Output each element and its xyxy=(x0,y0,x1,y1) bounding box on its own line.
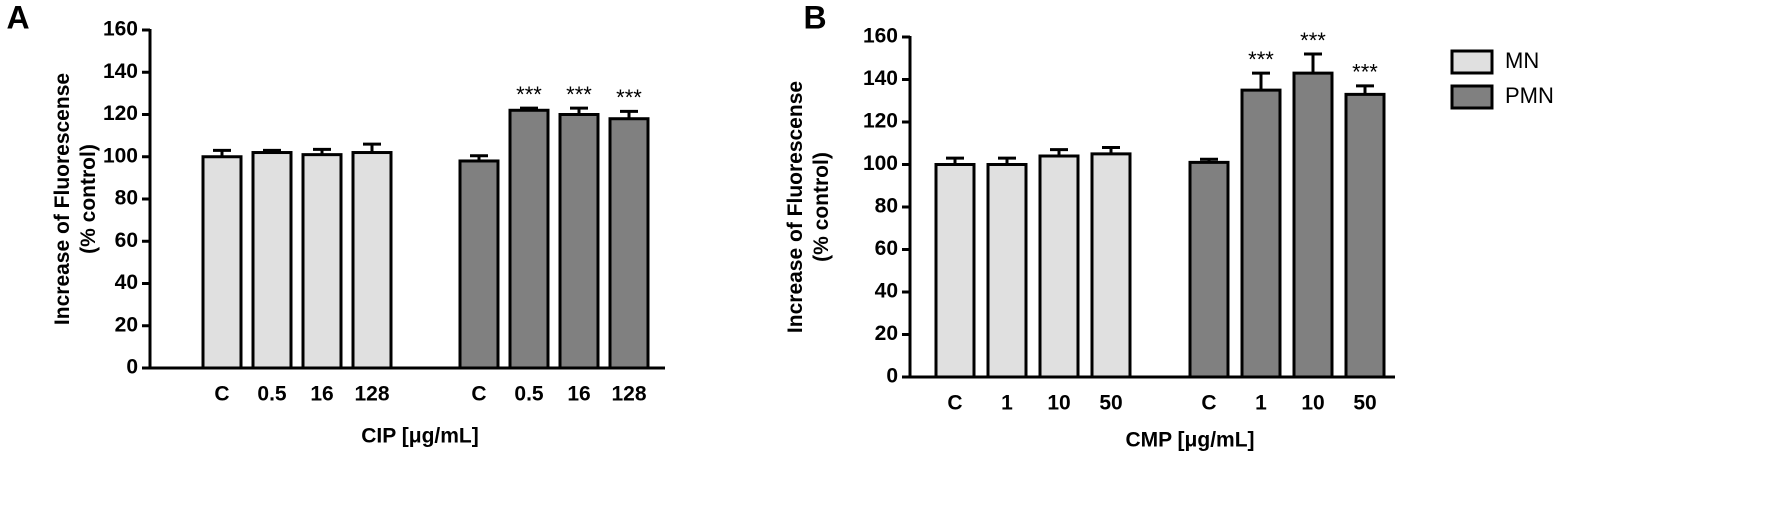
y-axis-label-line: Increase of Fluorescense xyxy=(784,81,807,333)
bar xyxy=(1292,71,1334,379)
y-tick-label: 100 xyxy=(863,152,898,175)
bar xyxy=(558,113,600,370)
bar xyxy=(1090,152,1132,379)
y-tick-label: 0 xyxy=(126,356,138,379)
bar xyxy=(458,159,500,370)
x-tick-label: 50 xyxy=(1099,392,1122,415)
bar xyxy=(1240,88,1282,379)
y-tick-label: 0 xyxy=(886,365,898,388)
bar xyxy=(1038,154,1080,379)
y-tick-label: 140 xyxy=(863,67,898,90)
y-axis-label: Increase of Fluorescense (% control) xyxy=(784,81,833,333)
bar xyxy=(351,151,393,370)
x-tick-label: 1 xyxy=(1001,392,1013,415)
y-tick-label: 140 xyxy=(103,60,138,83)
x-axis-label: CIP [μg/mL] xyxy=(361,425,478,448)
legend-swatch xyxy=(1450,49,1494,75)
significance-label: *** xyxy=(566,82,592,107)
bar xyxy=(251,151,293,370)
bar xyxy=(508,108,550,370)
x-tick-label: C xyxy=(214,383,229,406)
y-axis-label-line: Increase of Fluorescense xyxy=(51,73,74,325)
significance-label: *** xyxy=(1352,60,1378,85)
x-axis-label: CMP [μg/mL] xyxy=(1125,429,1254,452)
x-tick-label: 10 xyxy=(1301,392,1324,415)
y-tick-label: 40 xyxy=(115,271,138,294)
significance-label: *** xyxy=(1300,28,1326,53)
x-tick-label: C xyxy=(471,383,486,406)
y-tick-label: 80 xyxy=(115,187,138,210)
x-tick-label: 128 xyxy=(611,383,646,406)
x-tick-label: 16 xyxy=(567,383,590,406)
bar xyxy=(1344,92,1386,379)
bar xyxy=(608,117,650,370)
y-tick-label: 160 xyxy=(863,25,898,48)
y-tick-label: 40 xyxy=(875,280,898,303)
legend-swatch xyxy=(1450,84,1494,110)
panel-label: B xyxy=(803,0,826,35)
y-tick-label: 120 xyxy=(863,110,898,133)
significance-label: *** xyxy=(1248,47,1274,72)
x-tick-label: 16 xyxy=(310,383,333,406)
y-axis-label-line: (% control) xyxy=(810,152,833,262)
bar xyxy=(986,163,1028,379)
y-tick-label: 60 xyxy=(115,229,138,252)
x-tick-label: 128 xyxy=(354,383,389,406)
x-tick-label: 0.5 xyxy=(514,383,544,406)
x-tick-label: 1 xyxy=(1255,392,1267,415)
x-tick-label: 50 xyxy=(1353,392,1376,415)
bar xyxy=(201,155,243,370)
significance-label: *** xyxy=(516,82,542,107)
legend-label: MN xyxy=(1505,48,1539,73)
y-tick-label: 60 xyxy=(875,237,898,260)
y-tick-label: 100 xyxy=(103,144,138,167)
y-tick-label: 160 xyxy=(103,18,138,41)
bar xyxy=(934,163,976,379)
x-tick-label: C xyxy=(947,392,962,415)
y-tick-label: 20 xyxy=(875,322,898,345)
bar xyxy=(1188,160,1230,379)
bar xyxy=(301,153,343,370)
y-tick-label: 80 xyxy=(875,195,898,218)
x-tick-label: 10 xyxy=(1047,392,1070,415)
y-axis-label-line: (% control) xyxy=(77,144,100,254)
y-tick-label: 20 xyxy=(115,313,138,336)
x-tick-label: C xyxy=(1201,392,1216,415)
y-tick-label: 120 xyxy=(103,102,138,125)
panel-label: A xyxy=(6,0,29,35)
x-tick-label: 0.5 xyxy=(257,383,287,406)
significance-label: *** xyxy=(616,85,642,110)
legend-label: PMN xyxy=(1505,83,1554,108)
y-axis-label: Increase of Fluorescense (% control) xyxy=(51,73,100,325)
